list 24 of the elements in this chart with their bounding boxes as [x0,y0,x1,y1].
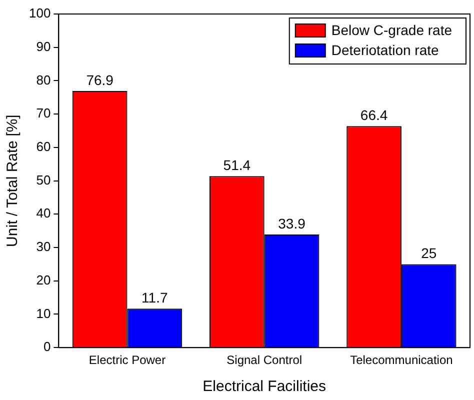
x-tick-label: Electric Power [88,353,166,368]
legend-label: Below C-grade rate [331,22,452,38]
x-tick-label: Telecommunication [350,353,453,368]
y-tick-label: 30 [36,239,51,254]
data-label: 33.9 [278,215,306,232]
x-tick-label: Signal Control [226,353,302,368]
y-axis-title: Unit / Total Rate [%] [4,114,22,247]
legend-label: Deteriotation rate [331,42,439,58]
y-tick-label: 90 [36,38,51,54]
data-label: 76.9 [86,72,114,88]
y-tick-label: 20 [36,272,51,288]
y-tick-label: 0 [43,339,51,354]
y-tick-label: 50 [36,172,51,188]
y-tick-label: 60 [36,139,51,154]
y-tick-label: 10 [36,306,51,321]
y-tick-label: 100 [28,6,51,21]
data-label: 11.7 [142,289,168,306]
y-tick-label: 70 [36,106,51,121]
data-label: 66.4 [360,106,388,123]
data-label: 25 [421,245,437,262]
x-axis-title: Electrical Facilities [202,378,326,396]
y-tick-label: 40 [36,206,51,221]
data-label: 51.4 [223,156,251,173]
y-tick-label: 80 [36,72,51,88]
